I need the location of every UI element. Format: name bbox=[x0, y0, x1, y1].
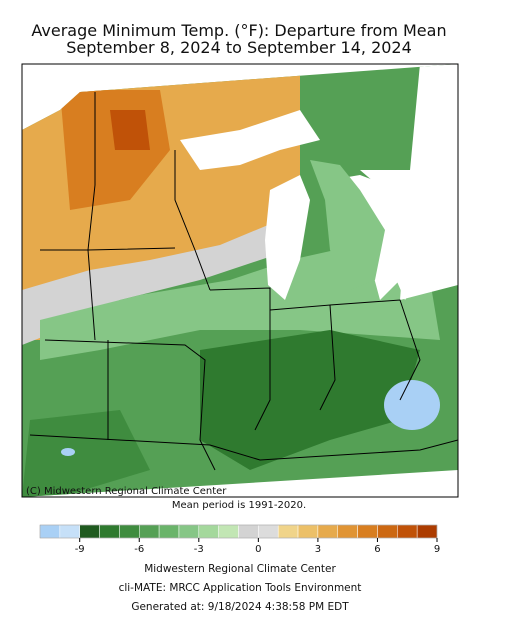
colorbar-bin bbox=[397, 524, 418, 539]
warm-peak bbox=[110, 110, 150, 150]
colorbar-tick-label: 6 bbox=[374, 544, 380, 555]
mean-period: Mean period is 1991-2020. bbox=[172, 500, 306, 511]
colorbar-tick-label: 3 bbox=[315, 544, 321, 555]
state-borders bbox=[29, 92, 458, 471]
colorbar-bin bbox=[119, 524, 140, 539]
footer-line-2: cli-MATE: MRCC Application Tools Environ… bbox=[119, 582, 362, 594]
colorbar-bin bbox=[337, 524, 358, 539]
colorbar-bin bbox=[258, 524, 279, 539]
map: (C) Midwestern Regional Climate Center bbox=[21, 63, 459, 498]
colorbar-bin bbox=[158, 524, 180, 539]
colorbar-bin bbox=[198, 524, 219, 539]
map-credit: (C) Midwestern Regional Climate Center bbox=[26, 486, 227, 497]
colorbar-bin bbox=[277, 524, 299, 539]
dark-green bbox=[200, 330, 420, 470]
footer-line-3: Generated at: 9/18/2024 4:38:58 PM EDT bbox=[131, 601, 349, 613]
colorbar-bin bbox=[59, 524, 80, 539]
colorbar-bin bbox=[317, 524, 338, 539]
colorbar-frame bbox=[39, 524, 438, 539]
colorbar-bin bbox=[79, 524, 100, 539]
mid-green bbox=[22, 410, 150, 497]
colorbar-bin bbox=[218, 524, 239, 539]
lake-superior bbox=[180, 110, 320, 170]
map-frame bbox=[21, 63, 459, 498]
colorbar-tick-label: -6 bbox=[134, 544, 144, 555]
title-line-2: September 8, 2024 to September 14, 2024 bbox=[66, 38, 412, 57]
colorbar-bin bbox=[238, 524, 259, 539]
colorbar-tick-label: 0 bbox=[255, 544, 261, 555]
colorbar-bin bbox=[297, 524, 319, 539]
lake-michigan bbox=[265, 175, 310, 300]
canada-area bbox=[400, 64, 458, 300]
colorbar-bin bbox=[178, 524, 200, 539]
colorbar-tick-label: -9 bbox=[75, 544, 85, 555]
colorbar-bin bbox=[357, 524, 378, 539]
footer-line-1: Midwestern Regional Climate Center bbox=[144, 563, 336, 575]
colorbar-bin bbox=[99, 524, 120, 539]
title-line-1: Average Minimum Temp. (°F): Departure fr… bbox=[31, 21, 446, 40]
colorbar-tick-label: -3 bbox=[194, 544, 204, 555]
colorbar-tick-label: 9 bbox=[434, 544, 440, 555]
lower-michigan bbox=[310, 160, 385, 290]
colorbar-bin bbox=[139, 524, 160, 539]
cool-spot bbox=[384, 380, 440, 430]
colorbar-bin bbox=[416, 524, 438, 539]
colorbar-bin bbox=[39, 524, 61, 539]
colorbar: -9 -6 -3 0 3 6 9 bbox=[39, 524, 440, 555]
cool-spot bbox=[61, 448, 75, 456]
colorbar-bin bbox=[377, 524, 398, 539]
